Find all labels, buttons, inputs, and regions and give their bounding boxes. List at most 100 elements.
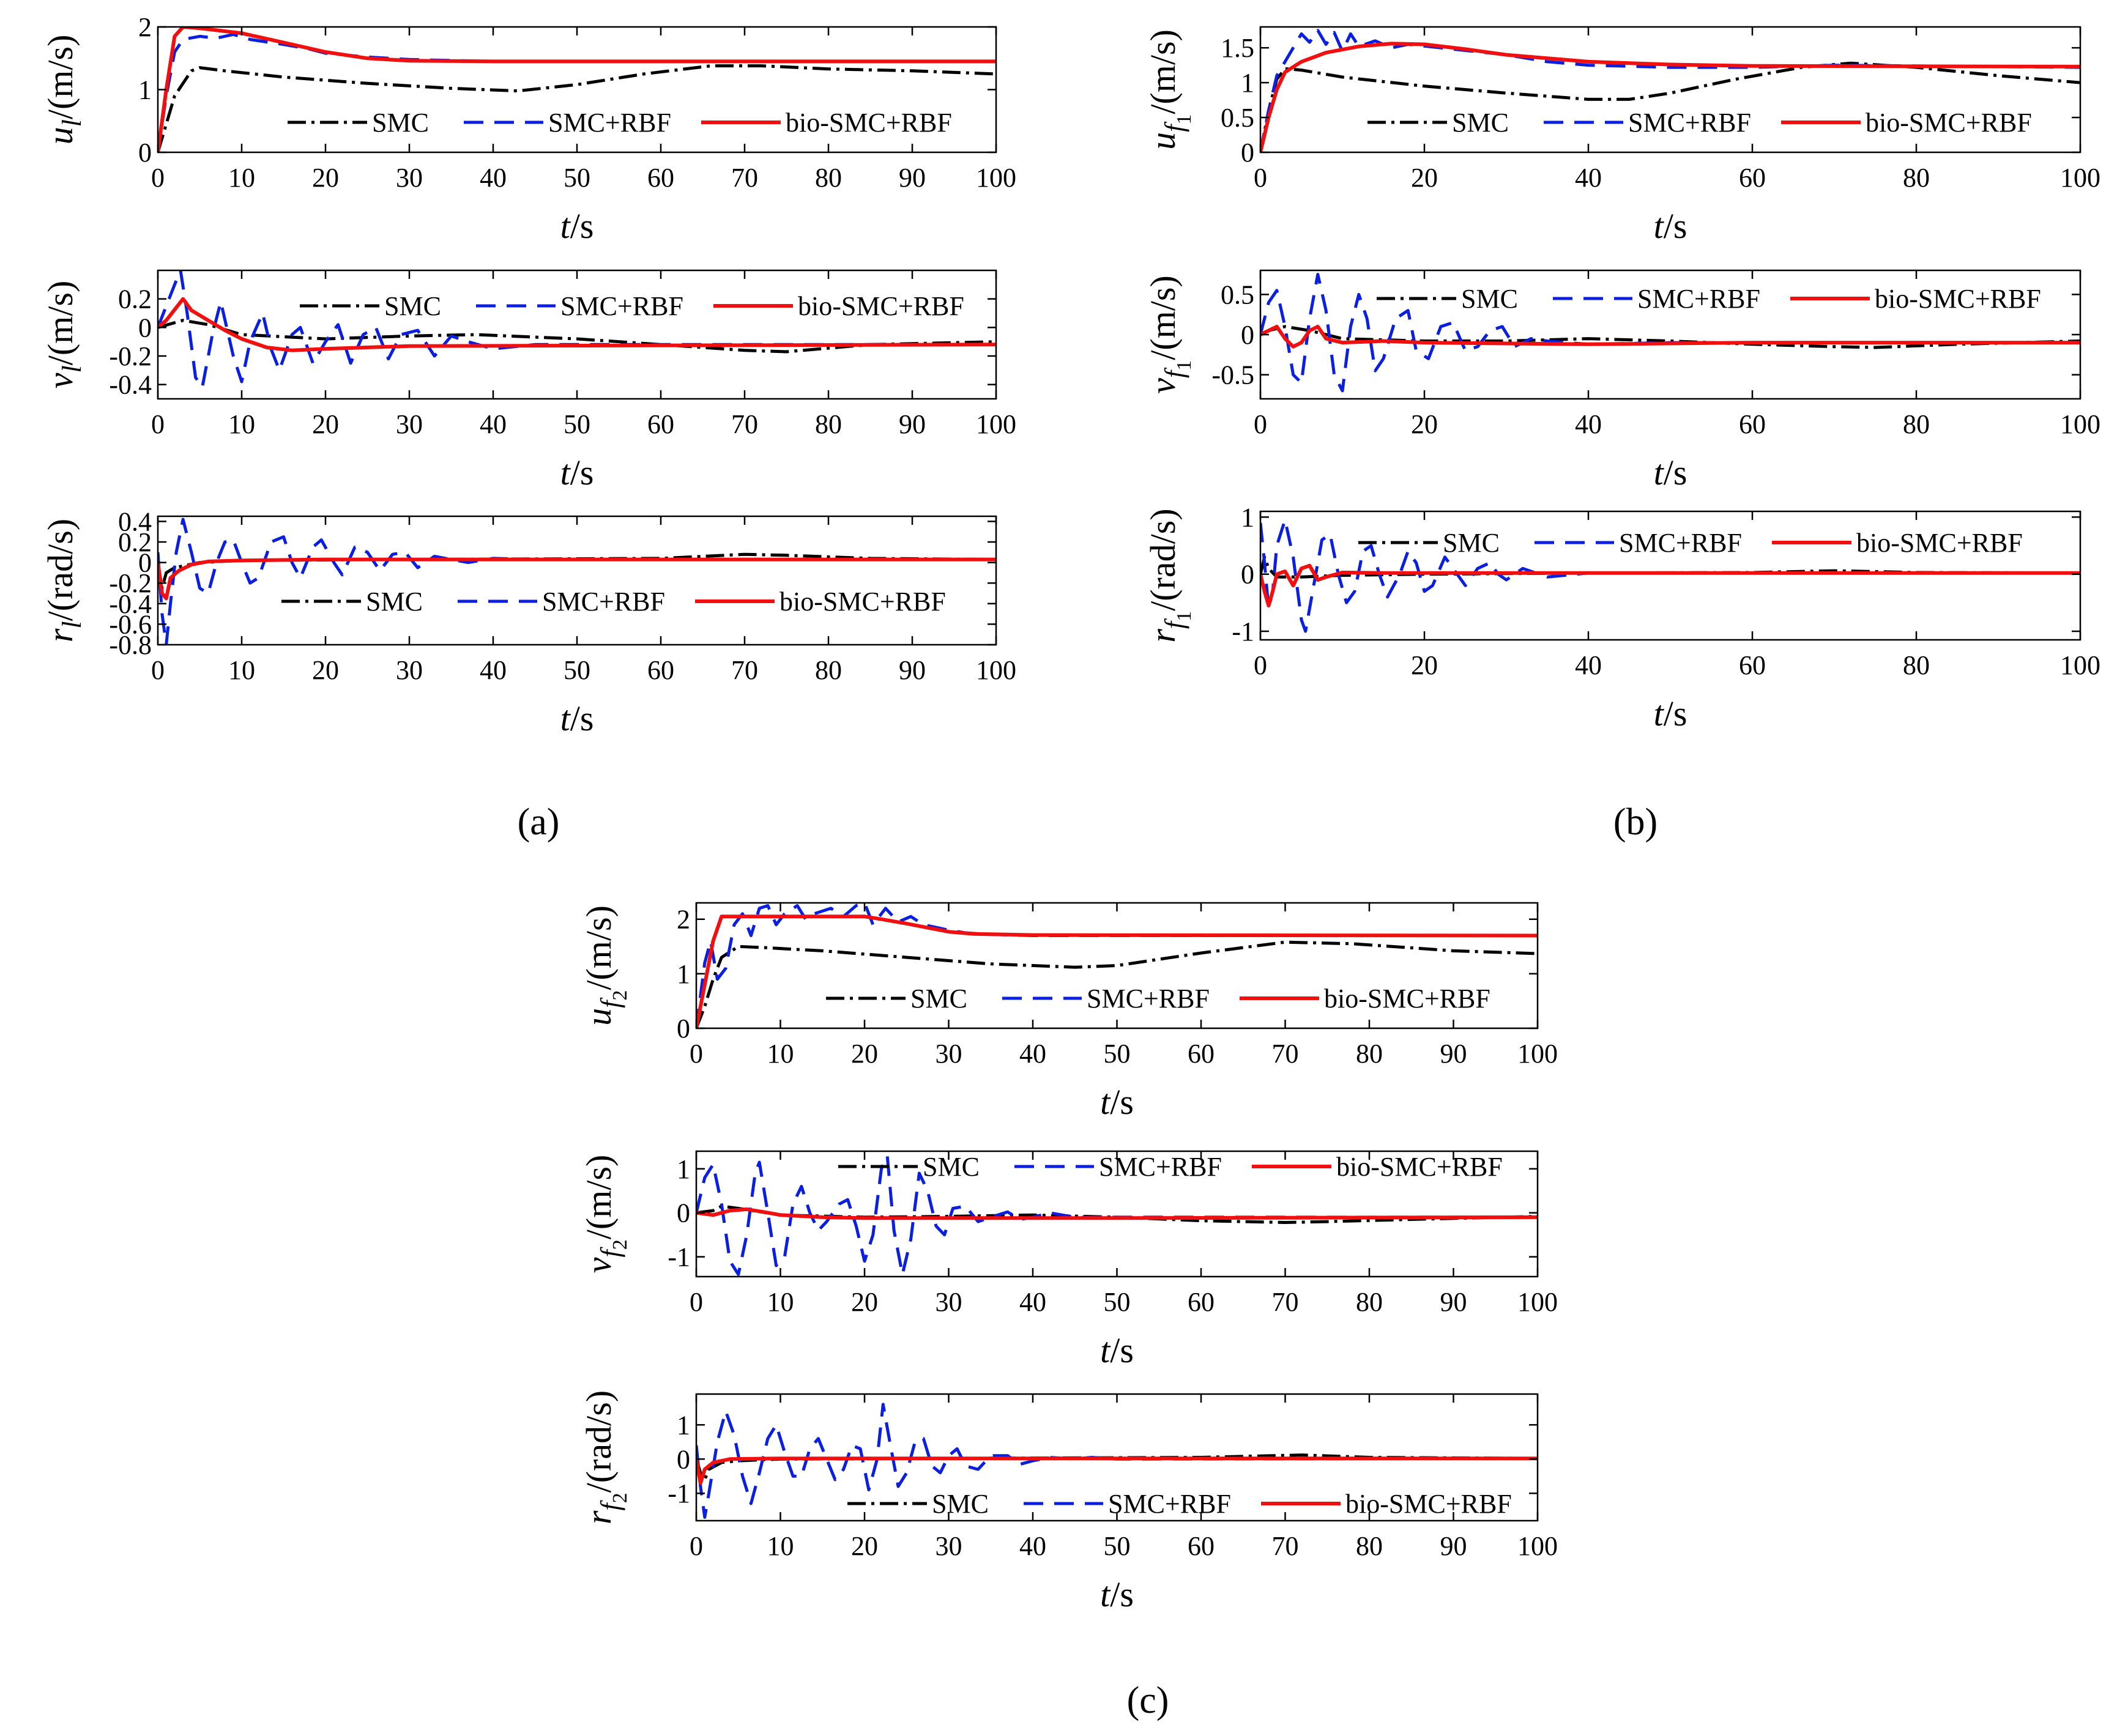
series-lines-a2 <box>158 270 996 389</box>
x-axis-label: t/s <box>1654 453 1687 492</box>
axes-box <box>1259 510 2082 641</box>
series-lines-b3 <box>1260 518 2080 633</box>
y-tick-label: 1 <box>1241 502 1254 532</box>
series-lines-b1 <box>1260 29 2080 152</box>
series-lines-a3 <box>158 517 996 645</box>
y-tick-label: 1 <box>677 1154 690 1184</box>
x-tick-label: 60 <box>647 655 674 685</box>
legend: SMC SMC+RBF bio-SMC+RBF <box>826 984 1490 1014</box>
legend-label-smc: SMC <box>910 984 967 1014</box>
y-tick-label: -1 <box>668 1478 690 1508</box>
series-bio-line <box>158 27 996 152</box>
x-tick-label: 100 <box>2060 409 2100 439</box>
y-axis-label: vl/(m/s) <box>40 281 87 389</box>
legend-label-bio: bio-SMC+RBF <box>779 587 946 617</box>
x-tick-label: 40 <box>480 655 507 685</box>
y-tick-label: -0.2 <box>109 568 152 598</box>
legend: SMC SMC+RBF bio-SMC+RBF <box>1367 108 2032 138</box>
series-smc-rbf-line <box>696 1154 1538 1276</box>
legend-label-smc: SMC <box>932 1489 989 1519</box>
y-tick-label: -0.8 <box>109 630 152 660</box>
x-tick-label: 40 <box>480 163 507 193</box>
x-tick-label: 70 <box>1272 1039 1299 1069</box>
y-tick-label: 1.5 <box>1221 33 1254 63</box>
x-tick-label: 30 <box>396 163 423 193</box>
y-tick-label: -0.4 <box>109 589 152 619</box>
y-tick-label: 0.2 <box>118 284 152 314</box>
x-tick-label: 30 <box>936 1039 962 1069</box>
legend-label-smc: SMC <box>366 587 423 617</box>
chart-c3: 0 10 20 30 40 50 60 70 80 90 100-101t/srf2/(rad/s)… <box>579 1390 1558 1614</box>
series-lines-c1 <box>696 903 1538 1028</box>
x-tick-label: 0 <box>1254 650 1267 680</box>
x-axis-label: t/s <box>1654 694 1687 733</box>
x-tick-label: 40 <box>1575 163 1602 193</box>
legend-label-smc: SMC <box>923 1152 980 1182</box>
series-smc-rbf-line <box>158 270 996 389</box>
x-tick-label: 10 <box>228 409 255 439</box>
y-axis-label: vf1/(m/s) <box>1143 275 1196 394</box>
y-axis-label: ul/(m/s) <box>40 35 87 145</box>
legend: SMC SMC+RBF bio-SMC+RBF <box>288 108 952 138</box>
x-tick-label: 20 <box>312 655 339 685</box>
y-axis-label: vf2/(m/s) <box>579 1155 631 1274</box>
y-tick-label: 0 <box>677 1444 690 1474</box>
x-tick-label: 90 <box>899 655 926 685</box>
legend-label-smc: SMC <box>384 291 441 321</box>
x-tick-label: 40 <box>1575 409 1602 439</box>
series-smc-line <box>696 940 1538 1028</box>
x-tick-label: 40 <box>1575 650 1602 680</box>
legend: SMC SMC+RBF bio-SMC+RBF <box>1358 528 2023 558</box>
x-tick-label: 60 <box>1188 1287 1215 1317</box>
series-smc-rbf-line <box>1260 273 2080 393</box>
x-tick-label: 80 <box>1356 1287 1383 1317</box>
x-tick-label: 0 <box>690 1287 703 1317</box>
legend-label-smc-rbf: SMC+RBF <box>542 587 665 617</box>
x-tick-label: 0 <box>1254 409 1267 439</box>
chart-a2: 0 10 20 30 40 50 60 70 80 90 100-0.4-0.200.2t/svl/… <box>40 269 1016 492</box>
series-bio-line <box>696 914 1538 1028</box>
x-tick-label: 20 <box>1411 163 1438 193</box>
legend-label-smc: SMC <box>1461 284 1518 314</box>
x-tick-label: 90 <box>1440 1531 1467 1561</box>
x-tick-label: 100 <box>976 409 1016 439</box>
y-tick-label: 0 <box>138 138 152 168</box>
series-smc-rbf-line <box>696 1403 1538 1519</box>
x-tick-label: 30 <box>396 409 423 439</box>
y-axis-label: rf1/(rad/s) <box>1143 508 1196 642</box>
legend-label-smc: SMC <box>1452 108 1509 138</box>
x-tick-label: 20 <box>851 1039 878 1069</box>
series-smc-rbf-line <box>1260 29 2080 152</box>
x-tick-label: 70 <box>731 409 758 439</box>
x-tick-label: 80 <box>1903 650 1930 680</box>
y-tick-label: 0 <box>1241 138 1254 168</box>
x-tick-label: 100 <box>2060 650 2100 680</box>
series-bio-line <box>1260 42 2080 152</box>
x-tick-label: 0 <box>151 163 165 193</box>
y-tick-label: -0.5 <box>1211 360 1254 390</box>
legend-label-smc-rbf: SMC+RBF <box>560 291 683 321</box>
x-tick-label: 80 <box>1903 163 1930 193</box>
y-tick-label: 0.4 <box>118 506 152 536</box>
series-smc-rbf-line <box>158 517 996 645</box>
x-tick-label: 50 <box>564 655 590 685</box>
x-tick-label: 50 <box>564 409 590 439</box>
y-tick-label: 2 <box>138 12 152 42</box>
x-tick-label: 20 <box>312 409 339 439</box>
y-tick-label: 1 <box>1241 68 1254 98</box>
series-lines-c2 <box>696 1154 1538 1276</box>
series-lines-b2 <box>1260 273 2080 393</box>
x-tick-label: 60 <box>647 409 674 439</box>
y-tick-label: -1 <box>1232 617 1254 647</box>
y-tick-label: -1 <box>668 1242 690 1272</box>
x-tick-label: 60 <box>1188 1039 1215 1069</box>
x-tick-label: 40 <box>480 409 507 439</box>
x-tick-label: 20 <box>851 1287 878 1317</box>
y-axis-label: rf2/(rad/s) <box>579 1390 631 1524</box>
